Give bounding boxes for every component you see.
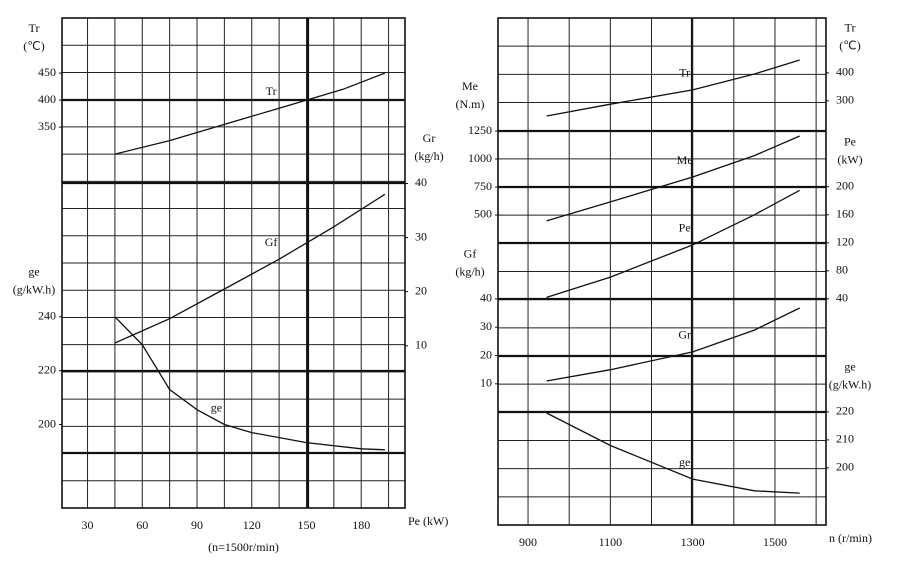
y-tick-label: 40 (836, 291, 848, 305)
x-tick-label: 180 (352, 518, 370, 532)
series-label: Tr (679, 66, 690, 80)
series-label: Gf (265, 235, 278, 249)
y-tick-label: 160 (836, 207, 854, 221)
y-tick-label: 40 (480, 291, 492, 305)
y-tick-label: 1250 (468, 123, 492, 137)
series-label: Tr (266, 84, 277, 98)
y-tick-label: 220 (38, 362, 56, 376)
y-tick-label: 220 (836, 404, 854, 418)
y-tick-label: 200 (836, 460, 854, 474)
y-tick-label: 210 (836, 432, 854, 446)
y-tick-label: 30 (415, 229, 427, 243)
y-tick-label: 350 (38, 119, 56, 133)
axis-unit: (℃) (23, 39, 44, 53)
x-tick-label: 60 (136, 518, 148, 532)
axis-name: ge (28, 265, 39, 279)
y-tick-label: 10 (415, 337, 427, 351)
axis-unit: (kg/h) (455, 265, 484, 279)
y-tick-label: 450 (38, 65, 56, 79)
series-line (546, 59, 800, 117)
series-line (114, 316, 385, 451)
axis-unit: (g/kW.h) (829, 378, 872, 392)
y-tick-label: 30 (480, 319, 492, 333)
y-tick-label: 400 (38, 92, 56, 106)
series-label: Gr (678, 328, 691, 342)
axis-unit: (N.m) (456, 97, 485, 111)
plot-frame (497, 17, 827, 526)
x-tick-label: 900 (519, 535, 537, 549)
x-tick-label: 90 (191, 518, 203, 532)
x-tick-label: 30 (82, 518, 94, 532)
series-line (546, 135, 800, 222)
axis-name: Pe (844, 135, 856, 149)
series-line (114, 193, 386, 344)
y-tick-label: 200 (836, 179, 854, 193)
series-line (114, 72, 386, 155)
y-tick-label: 40 (415, 175, 427, 189)
axis-unit: (kW) (837, 153, 862, 167)
axis-name: ge (844, 360, 855, 374)
y-tick-label: 500 (474, 207, 492, 221)
axis-name: Tr (29, 21, 40, 35)
series-label: Pe (679, 221, 691, 235)
series-line (546, 412, 800, 494)
y-tick-label: 10 (480, 376, 492, 390)
y-tick-label: 20 (480, 347, 492, 361)
y-tick-label: 1000 (468, 151, 492, 165)
x-axis-label: n (r/min) (829, 531, 872, 545)
axis-unit: (℃) (839, 39, 860, 53)
plot-frame (61, 17, 406, 509)
y-tick-label: 300 (836, 93, 854, 107)
x-axis-label: Pe (kW) (408, 514, 448, 528)
x-tick-label: 1500 (763, 535, 787, 549)
y-tick-label: 200 (38, 416, 56, 430)
y-tick-label: 80 (836, 263, 848, 277)
x-tick-label: 120 (243, 518, 261, 532)
series-label: ge (679, 455, 690, 469)
axis-unit: (kg/h) (414, 149, 443, 163)
x-tick-label: 1100 (599, 535, 623, 549)
axis-name: Tr (845, 21, 856, 35)
y-tick-label: 20 (415, 283, 427, 297)
y-tick-label: 750 (474, 179, 492, 193)
x-axis-note: (n=1500r/min) (208, 540, 279, 554)
y-tick-label: 240 (38, 309, 56, 323)
axis-name: Gr (423, 131, 436, 145)
axis-name: Gf (464, 247, 477, 261)
series-line (546, 189, 801, 299)
series-label: Me (677, 153, 693, 167)
y-tick-label: 120 (836, 235, 854, 249)
series-line (546, 307, 800, 382)
axis-name: Me (462, 79, 478, 93)
x-tick-label: 1300 (681, 535, 705, 549)
x-tick-label: 150 (297, 518, 315, 532)
series-label: ge (211, 400, 222, 414)
axis-unit: (g/kW.h) (13, 283, 56, 297)
y-tick-label: 400 (836, 65, 854, 79)
